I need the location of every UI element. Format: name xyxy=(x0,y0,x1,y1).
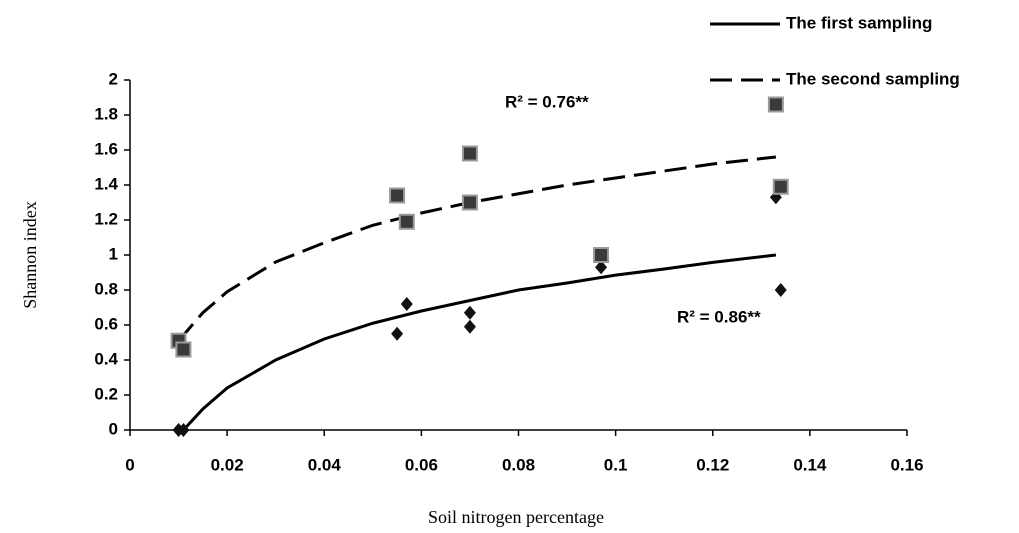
y-tick-label: 0.8 xyxy=(94,279,118,298)
trend-line xyxy=(182,253,777,432)
y-tick-label: 0.6 xyxy=(94,314,118,333)
y-tick-label: 1.8 xyxy=(94,104,118,123)
trend-line xyxy=(177,155,777,342)
legend-label: The first sampling xyxy=(786,13,932,32)
point xyxy=(175,341,192,358)
x-tick-label: 0.1 xyxy=(604,455,628,474)
point xyxy=(595,260,608,275)
r2-label: R² = 0.76** xyxy=(505,92,589,111)
legend-label: The second sampling xyxy=(786,69,960,88)
point xyxy=(398,213,415,230)
point xyxy=(461,145,478,162)
point xyxy=(593,247,610,263)
x-tick-label: 0.12 xyxy=(696,455,729,474)
x-tick-label: 0.04 xyxy=(308,455,342,474)
x-axis-title: Soil nitrogen percentage xyxy=(428,507,604,527)
x-tick-label: 0.16 xyxy=(890,455,923,474)
y-tick-label: 1.6 xyxy=(94,139,118,158)
point xyxy=(463,319,476,334)
x-tick-label: 0.08 xyxy=(502,455,535,474)
y-tick-label: 0 xyxy=(109,419,118,438)
y-tick-label: 1.2 xyxy=(94,209,118,228)
y-axis-title: Shannon index xyxy=(20,201,40,309)
x-tick-label: 0 xyxy=(125,455,134,474)
y-tick-label: 1 xyxy=(109,244,118,263)
y-tick-label: 1.4 xyxy=(94,174,118,193)
y-tick-label: 0.4 xyxy=(94,349,118,368)
point xyxy=(772,178,789,195)
x-tick-label: 0.02 xyxy=(211,455,244,474)
r2-label: R² = 0.86** xyxy=(677,307,761,326)
y-tick-label: 2 xyxy=(109,69,118,88)
point xyxy=(389,187,406,204)
point xyxy=(463,305,476,320)
point xyxy=(767,96,784,113)
point xyxy=(461,194,478,211)
point xyxy=(774,283,787,297)
x-tick-label: 0.14 xyxy=(793,455,827,474)
y-tick-label: 0.2 xyxy=(94,384,118,403)
point xyxy=(400,297,413,311)
x-tick-label: 0.06 xyxy=(405,455,438,474)
point xyxy=(177,423,190,437)
point xyxy=(391,326,404,341)
